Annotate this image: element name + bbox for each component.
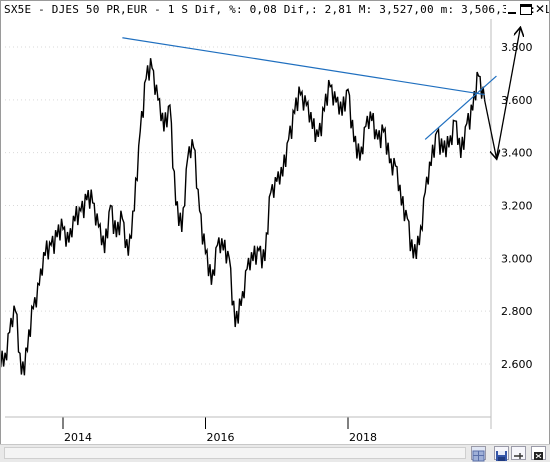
y-tick-label: 2.600 [501,358,533,371]
trendline [122,37,485,96]
x-tick-label: 2018 [349,431,377,444]
chart-toolbar [0,444,550,462]
minimize-icon[interactable] [506,4,518,15]
y-tick-label: 2.800 [501,305,533,318]
save-icon[interactable] [494,446,509,461]
horizontal-scrollbar[interactable] [4,447,466,459]
x-tick-label: 2016 [207,431,235,444]
window-title: SX5E - DJES 50 PR,EUR - 1 S Dif, %: 0,08… [4,3,549,16]
title-bar: SX5E - DJES 50 PR,EUR - 1 S Dif, %: 0,08… [1,1,549,19]
chart-grid-icon[interactable] [471,446,486,462]
y-tick-label: 3.600 [501,94,533,107]
maximize-icon[interactable] [520,4,532,15]
y-tick-label: 3.400 [501,147,533,160]
trendline [424,75,497,140]
pin-icon[interactable] [511,446,526,460]
close-icon[interactable]: ✕ [534,2,546,16]
y-tick-label: 3.200 [501,200,533,213]
forecast-arrow [495,29,520,159]
close-chart-icon[interactable] [531,446,546,460]
y-tick-label: 3.000 [501,252,533,265]
plot-background [5,19,491,429]
x-tick-label: 2014 [64,431,92,444]
price-series-line [1,58,486,376]
forecast-arrow [483,99,497,158]
